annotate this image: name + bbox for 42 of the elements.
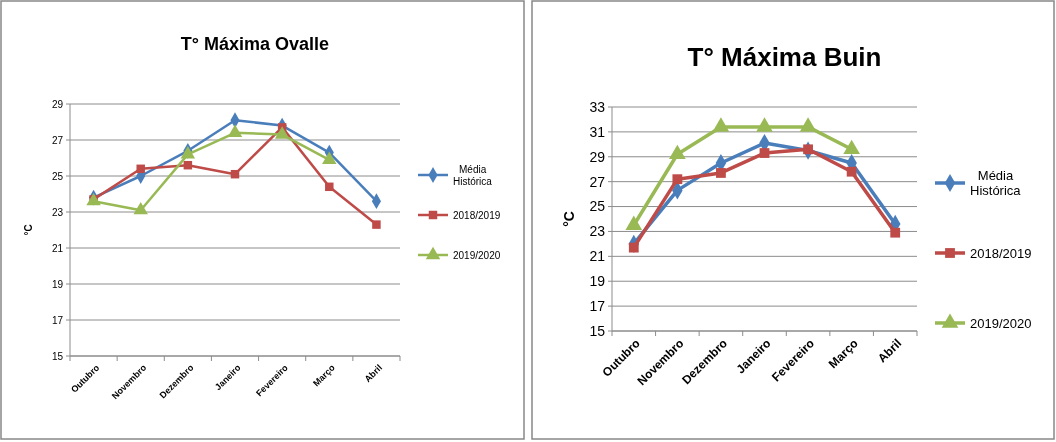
y-tick-label: 21 xyxy=(51,242,64,254)
legend-label: 2019/2020 xyxy=(970,315,1032,331)
y-tick-label: 17 xyxy=(589,298,606,315)
legend-label: 2018/2019 xyxy=(970,245,1032,261)
point xyxy=(227,124,243,137)
point xyxy=(274,126,290,139)
y-tick-label: 23 xyxy=(51,206,64,218)
y-tick-label: 25 xyxy=(589,198,606,215)
point xyxy=(180,146,196,159)
point xyxy=(136,164,145,174)
point xyxy=(325,182,334,192)
point xyxy=(716,168,726,178)
y-tick-label: 33 xyxy=(589,98,606,115)
chart-title: T° Máxima Buin xyxy=(687,42,882,72)
point xyxy=(372,220,381,229)
legend-label: 2018/2019 xyxy=(453,209,501,221)
y-tick-label: 19 xyxy=(51,278,64,290)
y-tick-label: 23 xyxy=(589,223,606,240)
point xyxy=(628,242,639,253)
legend-label: Média Histórica xyxy=(970,167,1022,199)
y-tick-label: 19 xyxy=(589,273,606,290)
y-tick-label: 25 xyxy=(51,170,64,182)
legend-label: Média Histórica xyxy=(453,163,493,187)
chart-title: T° Máxima Ovalle xyxy=(180,34,330,54)
y-tick-label: 27 xyxy=(589,173,606,190)
y-tick-label: 27 xyxy=(51,134,64,146)
legend-label: 2019/2020 xyxy=(453,249,501,261)
point xyxy=(322,151,337,164)
y-axis-title: °C xyxy=(23,224,34,236)
y-axis-title: °C xyxy=(561,211,577,227)
y-tick-label: 31 xyxy=(589,123,606,140)
y-tick-label: 29 xyxy=(589,148,606,165)
point xyxy=(846,166,857,177)
point xyxy=(672,174,683,185)
point xyxy=(759,148,770,158)
point xyxy=(803,144,813,155)
y-tick-label: 29 xyxy=(51,98,64,110)
y-tick-label: 15 xyxy=(51,350,64,362)
y-tick-label: 15 xyxy=(589,322,606,339)
y-tick-label: 17 xyxy=(51,314,64,326)
point xyxy=(890,227,901,238)
y-tick-label: 21 xyxy=(589,248,606,265)
